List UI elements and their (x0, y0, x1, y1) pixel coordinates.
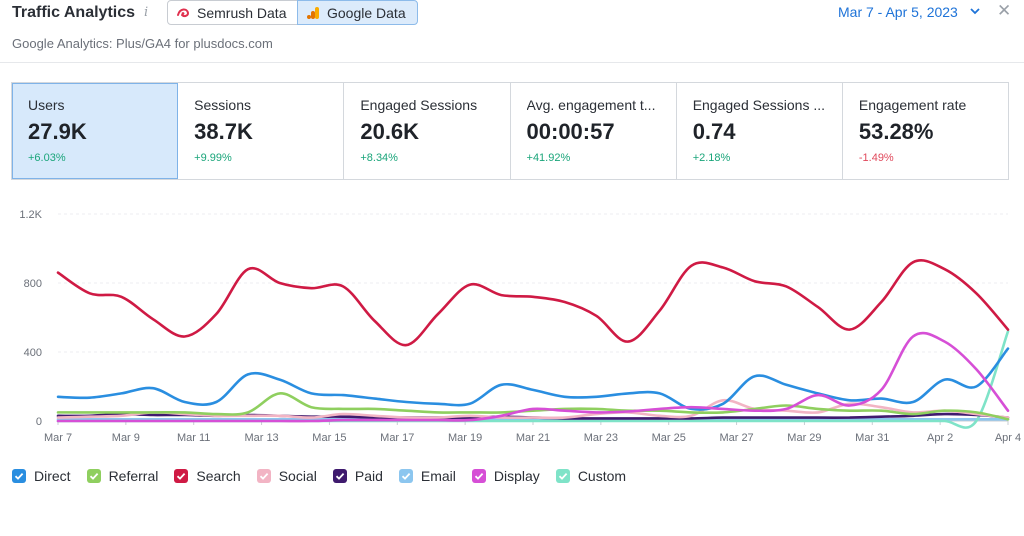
semrush-data-label: Semrush Data (197, 4, 287, 21)
close-icon[interactable]: ✕ (997, 1, 1012, 20)
kpi-delta: +6.03% (28, 152, 66, 164)
kpi-cards: Users 27.9K +6.03% Sessions 38.7K +9.99%… (11, 82, 1009, 180)
legend-label: Social (278, 468, 317, 484)
header-divider (0, 62, 1024, 63)
kpi-delta: +2.18% (692, 152, 731, 164)
x-tick-label: Mar 19 (448, 432, 482, 444)
series-line-referral (56, 392, 1010, 421)
kpi-value: 53.28% (858, 119, 934, 144)
x-tick-label: Mar 21 (516, 432, 550, 444)
kpi-delta: -1.49% (858, 152, 894, 164)
x-tick-label: Mar 17 (380, 432, 414, 444)
kpi-label: Users (28, 97, 65, 113)
chart-legend: Direct Referral Search Social Paid Email Displ… (12, 468, 642, 484)
x-tick-label: Mar 9 (112, 432, 140, 444)
series-line-direct (56, 347, 1010, 411)
kpi-value: 38.7K (194, 119, 253, 144)
legend-item-paid[interactable]: Paid (332, 468, 383, 484)
x-tick-label: Mar 23 (584, 432, 618, 444)
kpi-delta: +9.99% (194, 152, 232, 164)
kpi-engaged-sessions[interactable]: Engaged Sessions 20.6K +8.34% (344, 83, 511, 179)
x-tick-label: Mar 25 (652, 432, 686, 444)
kpi-avg-engagement-time[interactable]: Avg. engagement t... 00:00:57 +41.92% (511, 83, 677, 179)
x-tick-label: Mar 27 (719, 432, 753, 444)
kpi-delta: +41.92% (526, 152, 571, 164)
y-tick-label: 0 (36, 416, 42, 428)
kpi-value: 00:00:57 (526, 119, 615, 144)
x-tick-label: Mar 29 (787, 432, 821, 444)
page-title: Traffic Analytics (12, 4, 136, 21)
date-range-picker[interactable]: Mar 7 - Apr 5, 2023 (838, 4, 958, 20)
legend-label: Referral (108, 468, 159, 484)
checkbox-icon[interactable] (256, 469, 271, 483)
x-tick-label: Mar 7 (44, 432, 72, 444)
header: Traffic Analytics i Semrush Data Google … (0, 0, 1024, 62)
kpi-value: 0.74 (692, 119, 736, 144)
series-line-search (56, 259, 1010, 347)
series-line-social (56, 398, 1010, 420)
google-analytics-icon (307, 6, 319, 19)
semrush-data-tab[interactable]: Semrush Data (167, 0, 298, 25)
kpi-value: 27.9K (28, 119, 87, 144)
x-tick-label: Mar 31 (855, 432, 889, 444)
legend-label: Search (196, 468, 241, 484)
checkbox-icon[interactable] (174, 469, 189, 483)
kpi-engagement-rate[interactable]: Engagement rate 53.28% -1.49% (843, 83, 1008, 179)
legend-item-social[interactable]: Social (256, 468, 317, 484)
x-tick-label: Apr 4 (995, 432, 1021, 444)
legend-item-direct[interactable]: Direct (12, 468, 71, 484)
legend-item-email[interactable]: Email (398, 468, 456, 484)
y-tick-label: 400 (24, 347, 42, 359)
kpi-users[interactable]: Users 27.9K +6.03% (12, 83, 179, 179)
data-source-subtitle: Google Analytics: Plus/GA4 for plusdocs.… (12, 36, 273, 51)
checkbox-icon[interactable] (86, 469, 101, 483)
legend-label: Paid (354, 468, 383, 484)
legend-label: Display (493, 468, 540, 484)
checkbox-icon[interactable] (332, 469, 347, 483)
x-tick-label: Mar 15 (312, 432, 346, 444)
x-tick-label: Mar 13 (244, 432, 278, 444)
legend-item-custom[interactable]: Custom (555, 468, 627, 484)
kpi-label: Engaged Sessions ... (692, 97, 825, 113)
checkbox-icon[interactable] (471, 469, 486, 483)
kpi-engaged-sessions-per-user[interactable]: Engaged Sessions ... 0.74 +2.18% (677, 83, 843, 179)
legend-item-search[interactable]: Search (174, 468, 241, 484)
checkbox-icon[interactable] (398, 469, 413, 483)
google-data-tab[interactable]: Google Data (297, 0, 418, 25)
legend-label: Direct (34, 468, 71, 484)
legend-item-referral[interactable]: Referral (86, 468, 159, 484)
x-tick-label: Apr 2 (927, 432, 953, 444)
legend-item-display[interactable]: Display (471, 468, 540, 484)
legend-label: Email (420, 468, 456, 484)
kpi-value: 20.6K (360, 119, 420, 144)
kpi-label: Avg. engagement t... (526, 97, 656, 113)
checkbox-icon[interactable] (12, 469, 26, 483)
y-tick-label: 800 (24, 278, 42, 290)
kpi-sessions[interactable]: Sessions 38.7K +9.99% (178, 83, 345, 179)
kpi-label: Engagement rate (858, 97, 967, 113)
semrush-logo-icon (177, 8, 190, 17)
x-tick-label: Mar 11 (177, 432, 210, 444)
google-data-label: Google Data (327, 4, 406, 21)
traffic-line-chart: 0 400 800 1.2K Mar 7 Mar 9 Mar 11 Mar 13 Mar 15 M… (19, 209, 1021, 444)
kpi-label: Engaged Sessions (360, 97, 478, 113)
info-icon[interactable]: i (144, 5, 149, 20)
kpi-label: Sessions (194, 97, 251, 113)
kpi-delta: +8.34% (360, 152, 398, 164)
chevron-down-icon[interactable] (969, 5, 981, 17)
series-line-display (56, 331, 1010, 423)
legend-label: Custom (577, 468, 627, 484)
y-tick-label: 1.2K (19, 209, 42, 221)
checkbox-icon[interactable] (555, 469, 570, 483)
